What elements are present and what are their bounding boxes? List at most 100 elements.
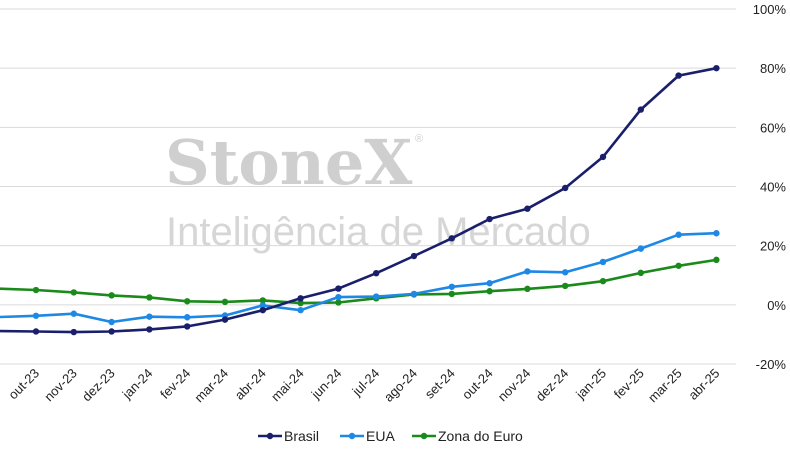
data-point-eua — [373, 293, 380, 300]
data-point-eua — [297, 306, 304, 314]
y-tick-label: 0% — [767, 298, 786, 313]
y-tick-label: 100% — [753, 2, 787, 17]
legend-swatch-marker — [266, 432, 274, 440]
x-tick-label: nov-24 — [495, 366, 534, 405]
data-point-zona-do-euro — [675, 262, 682, 269]
data-point-zona-do-euro — [32, 286, 40, 294]
data-point-eua — [184, 314, 191, 321]
series-line-eua — [0, 231, 717, 324]
data-point-brasil — [713, 64, 720, 72]
data-point-zona-do-euro — [713, 256, 720, 264]
data-point-zona-do-euro — [146, 294, 153, 301]
x-tick-label: abr-25 — [685, 366, 722, 403]
data-point-eua — [524, 268, 531, 275]
data-point-brasil — [410, 252, 418, 260]
gridlines — [0, 8, 736, 365]
x-tick-label: jan-25 — [572, 366, 609, 403]
data-point-brasil — [146, 326, 153, 333]
data-point-eua — [108, 318, 115, 326]
data-point-zona-do-euro — [335, 299, 342, 306]
data-point-zona-do-euro — [70, 289, 78, 296]
data-point-zona-do-euro — [599, 277, 607, 285]
data-point-eua — [259, 302, 266, 309]
legend-label: Brasil — [284, 428, 319, 444]
series-lines — [0, 64, 720, 336]
data-point-brasil — [32, 328, 40, 335]
y-tick-label: 60% — [760, 120, 786, 135]
legend-item-eua: EUA — [340, 428, 395, 444]
data-point-zona-do-euro — [259, 297, 266, 304]
data-point-brasil — [524, 205, 531, 212]
data-point-eua — [599, 258, 607, 266]
x-tick-label: mai-24 — [268, 366, 307, 405]
data-point-eua — [675, 231, 682, 238]
series-line-zona-do-euro — [0, 258, 717, 305]
legend-label: EUA — [366, 428, 395, 444]
data-point-brasil — [70, 328, 78, 336]
data-point-brasil — [486, 215, 493, 223]
x-tick-label: jan-24 — [119, 366, 156, 403]
x-tick-label: set-24 — [422, 366, 458, 402]
data-point-zona-do-euro — [562, 282, 569, 290]
watermark-tagline: Inteligência de Mercado — [166, 210, 591, 254]
data-point-brasil — [297, 295, 304, 302]
x-tick-label: dez-23 — [79, 366, 118, 405]
legend-swatch-marker — [420, 432, 428, 440]
x-tick-label: mar-24 — [191, 366, 231, 406]
data-point-brasil — [448, 235, 455, 242]
data-point-eua — [448, 283, 455, 290]
watermark-registered-mark: ® — [415, 133, 423, 145]
x-tick-label: abr-24 — [232, 366, 269, 403]
data-point-zona-do-euro — [297, 299, 304, 307]
x-tick-label: ago-24 — [381, 366, 420, 405]
stonex-watermark: StoneX ® Inteligência de Mercado — [165, 126, 591, 254]
data-point-brasil — [259, 306, 266, 314]
data-point-brasil — [637, 106, 644, 113]
x-tick-label: nov-23 — [41, 366, 80, 405]
legend-swatch-marker — [348, 432, 356, 440]
data-point-zona-do-euro — [637, 269, 644, 277]
x-tick-label: mar-25 — [645, 366, 685, 406]
data-point-eua — [335, 293, 342, 301]
watermark-brand: StoneX — [165, 126, 413, 199]
data-point-brasil — [335, 285, 342, 292]
data-point-brasil — [675, 72, 682, 79]
y-tick-label: -20% — [756, 357, 787, 372]
legend-item-brasil: Brasil — [258, 428, 319, 444]
x-tick-label: dez-24 — [533, 366, 572, 405]
series-line-brasil — [0, 66, 717, 334]
y-tick-label: 20% — [760, 239, 786, 254]
x-tick-label: jun-24 — [308, 366, 345, 403]
data-point-brasil — [373, 269, 380, 277]
data-point-zona-do-euro — [486, 288, 493, 295]
x-tick-label: jul-24 — [349, 366, 383, 400]
y-tick-label: 40% — [760, 180, 786, 195]
data-point-zona-do-euro — [524, 285, 531, 293]
data-point-brasil — [562, 184, 569, 192]
data-point-zona-do-euro — [184, 298, 191, 305]
data-point-brasil — [108, 328, 115, 335]
data-point-eua — [70, 310, 78, 317]
legend-item-zona-do-euro: Zona do Euro — [412, 428, 523, 444]
y-tick-label: 80% — [760, 61, 786, 76]
data-point-zona-do-euro — [221, 298, 229, 306]
data-point-eua — [713, 230, 720, 237]
data-point-eua — [32, 312, 40, 319]
x-tick-label: fev-24 — [157, 366, 193, 402]
data-point-zona-do-euro — [108, 292, 115, 299]
data-point-eua — [410, 290, 418, 298]
x-tick-label: out-24 — [459, 366, 496, 403]
legend: Brasil EUA Zona do Euro — [258, 428, 523, 444]
data-point-eua — [146, 313, 153, 320]
data-point-brasil — [221, 316, 229, 323]
data-point-brasil — [184, 323, 191, 330]
data-point-zona-do-euro — [448, 290, 455, 298]
data-point-eua — [486, 280, 493, 287]
data-point-brasil — [599, 153, 607, 161]
data-point-eua — [637, 245, 644, 252]
x-tick-label: fev-25 — [611, 366, 647, 402]
y-axis: -20% 0% 20% 40% 60% 80% 100% — [753, 2, 787, 372]
legend-label: Zona do Euro — [438, 428, 523, 444]
